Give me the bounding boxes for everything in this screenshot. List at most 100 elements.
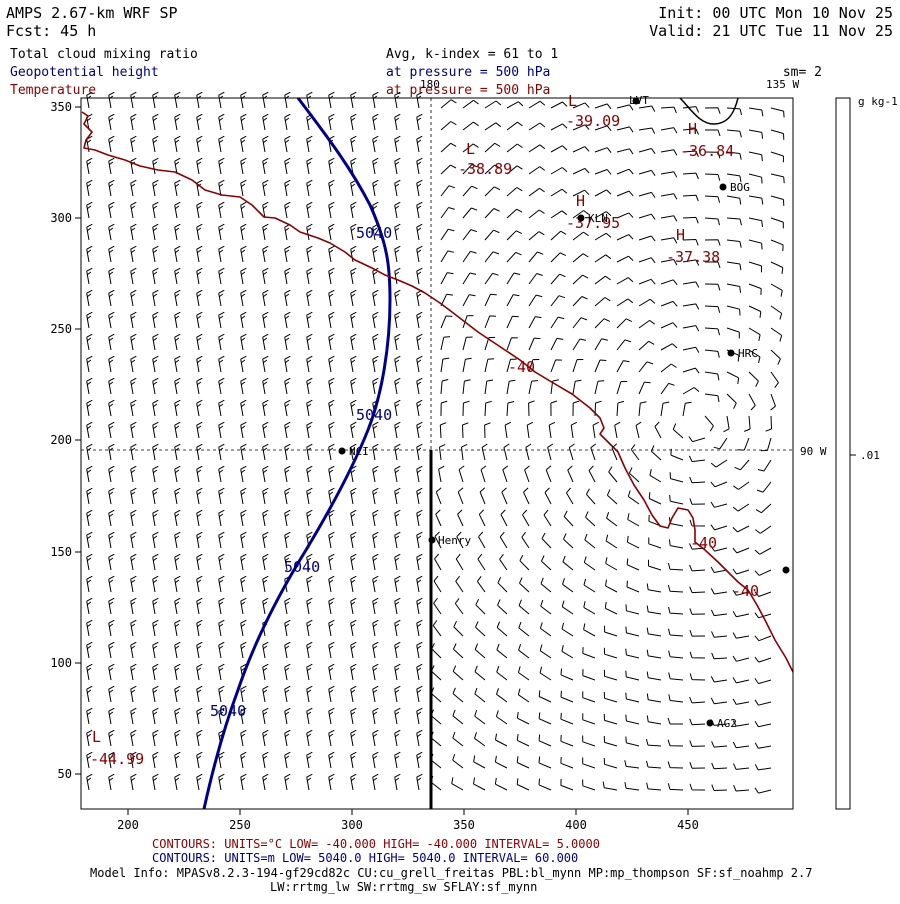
wind-barb [616, 212, 634, 219]
wind-barb [668, 628, 684, 637]
wind-barb [108, 443, 115, 461]
wind-barb [372, 377, 379, 395]
wind-barb [416, 597, 423, 615]
wind-barb [625, 670, 640, 681]
y-tick-label: 150 [50, 545, 72, 559]
wind-barb [86, 575, 93, 593]
wind-barb [726, 107, 743, 116]
wind-barb [130, 223, 137, 241]
wind-barb [604, 601, 618, 615]
wind-barb [350, 619, 357, 637]
wind-barb [484, 208, 500, 219]
wind-barb [770, 393, 776, 411]
wind-barb [711, 631, 728, 638]
wind-barb [350, 245, 357, 263]
wind-barb [523, 487, 530, 505]
wind-barb [218, 289, 225, 307]
wind-barb [748, 151, 763, 162]
wind-barb [394, 641, 401, 659]
wind-barb [689, 718, 706, 726]
wind-barb [748, 327, 761, 342]
wind-barb [394, 619, 401, 637]
wind-barb [726, 371, 740, 385]
wind-barb [560, 778, 574, 791]
wind-barb [648, 537, 662, 549]
field-cloud-label: Total cloud mixing ratio [10, 47, 198, 62]
wind-barb [594, 189, 612, 197]
wind-barb [218, 487, 225, 505]
wind-barb [733, 481, 750, 490]
wind-barb [560, 756, 574, 769]
wind-barb [765, 415, 772, 432]
height-contour-5040 [202, 97, 392, 810]
wind-barb [86, 377, 93, 395]
wind-barb [218, 245, 225, 263]
wind-barb [439, 422, 447, 439]
wind-barb [682, 259, 700, 266]
wind-barb [218, 707, 225, 725]
wind-barb [350, 685, 357, 703]
wind-barb [240, 201, 247, 219]
wind-barb [667, 717, 683, 725]
wind-barb [262, 333, 269, 351]
wind-barb [240, 223, 247, 241]
wind-barb [328, 201, 335, 219]
wind-barb [689, 783, 706, 791]
wind-barb [108, 729, 115, 747]
station-label: BOG [730, 181, 750, 194]
wind-barb [130, 333, 137, 351]
wind-barb [416, 685, 423, 703]
wind-barb [474, 732, 486, 747]
wind-barb [732, 547, 750, 554]
wind-barb [754, 742, 772, 749]
wind-barb [585, 488, 596, 505]
wind-barb [218, 223, 225, 241]
wind-barb [770, 217, 784, 229]
wind-barb [416, 509, 423, 527]
wind-barb [328, 663, 335, 681]
wind-barb [306, 135, 313, 153]
wind-barb [748, 283, 762, 295]
wind-barb [86, 531, 93, 549]
wind-barb [494, 777, 508, 791]
wind-barb [328, 289, 335, 307]
wind-barb [484, 164, 501, 175]
wind-barb [262, 751, 269, 769]
wind-barb [372, 575, 379, 593]
wind-barb [196, 531, 203, 549]
wind-barb [372, 663, 379, 681]
colorbar-unit: g kg-1 [858, 95, 898, 108]
wind-barb [152, 641, 159, 659]
wind-barb [497, 599, 508, 615]
wind-barb [416, 531, 423, 549]
wind-barb [196, 509, 203, 527]
wind-barb [262, 553, 269, 571]
wind-barb [638, 401, 647, 417]
wind-barb [563, 510, 574, 527]
wind-barb [86, 707, 93, 725]
wind-barb [543, 509, 552, 527]
station-dot [706, 719, 714, 727]
wind-barb [516, 778, 530, 791]
wind-barb [372, 333, 379, 351]
wind-barb [218, 641, 225, 659]
wind-barb [572, 146, 590, 153]
wind-barb [262, 707, 269, 725]
wind-barb [306, 267, 313, 285]
wind-barb [196, 135, 203, 153]
wind-barb [218, 751, 225, 769]
wind-barb [306, 399, 313, 417]
wind-barb [108, 751, 115, 769]
wind-barb [130, 663, 137, 681]
wind-barb [130, 487, 137, 505]
wind-barb [624, 782, 640, 791]
wind-barb [196, 773, 203, 791]
wind-barb [306, 575, 313, 593]
wind-barb [506, 251, 522, 263]
wind-barb [584, 533, 596, 549]
wind-barb [218, 267, 225, 285]
wind-barb [638, 381, 651, 395]
wind-barb [473, 755, 486, 769]
